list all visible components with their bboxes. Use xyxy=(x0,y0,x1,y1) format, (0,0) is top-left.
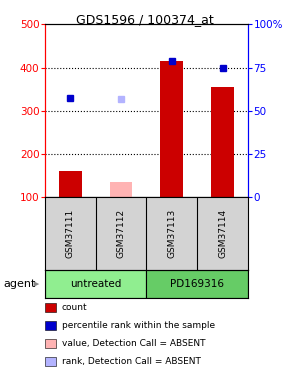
Bar xyxy=(146,270,248,298)
Text: GSM37112: GSM37112 xyxy=(117,209,126,258)
Bar xyxy=(110,182,133,197)
Text: percentile rank within the sample: percentile rank within the sample xyxy=(62,321,215,330)
Bar xyxy=(160,61,183,197)
Text: GSM37113: GSM37113 xyxy=(167,209,176,258)
Text: rank, Detection Call = ABSENT: rank, Detection Call = ABSENT xyxy=(62,357,201,366)
Bar xyxy=(45,270,146,298)
Bar xyxy=(59,171,82,197)
Text: agent: agent xyxy=(3,279,35,289)
Bar xyxy=(211,87,234,197)
Text: GSM37114: GSM37114 xyxy=(218,209,227,258)
Text: GSM37111: GSM37111 xyxy=(66,209,75,258)
Text: PD169316: PD169316 xyxy=(170,279,224,289)
Text: count: count xyxy=(62,303,87,312)
Text: GDS1596 / 100374_at: GDS1596 / 100374_at xyxy=(76,13,214,26)
Text: value, Detection Call = ABSENT: value, Detection Call = ABSENT xyxy=(62,339,205,348)
Text: untreated: untreated xyxy=(70,279,122,289)
